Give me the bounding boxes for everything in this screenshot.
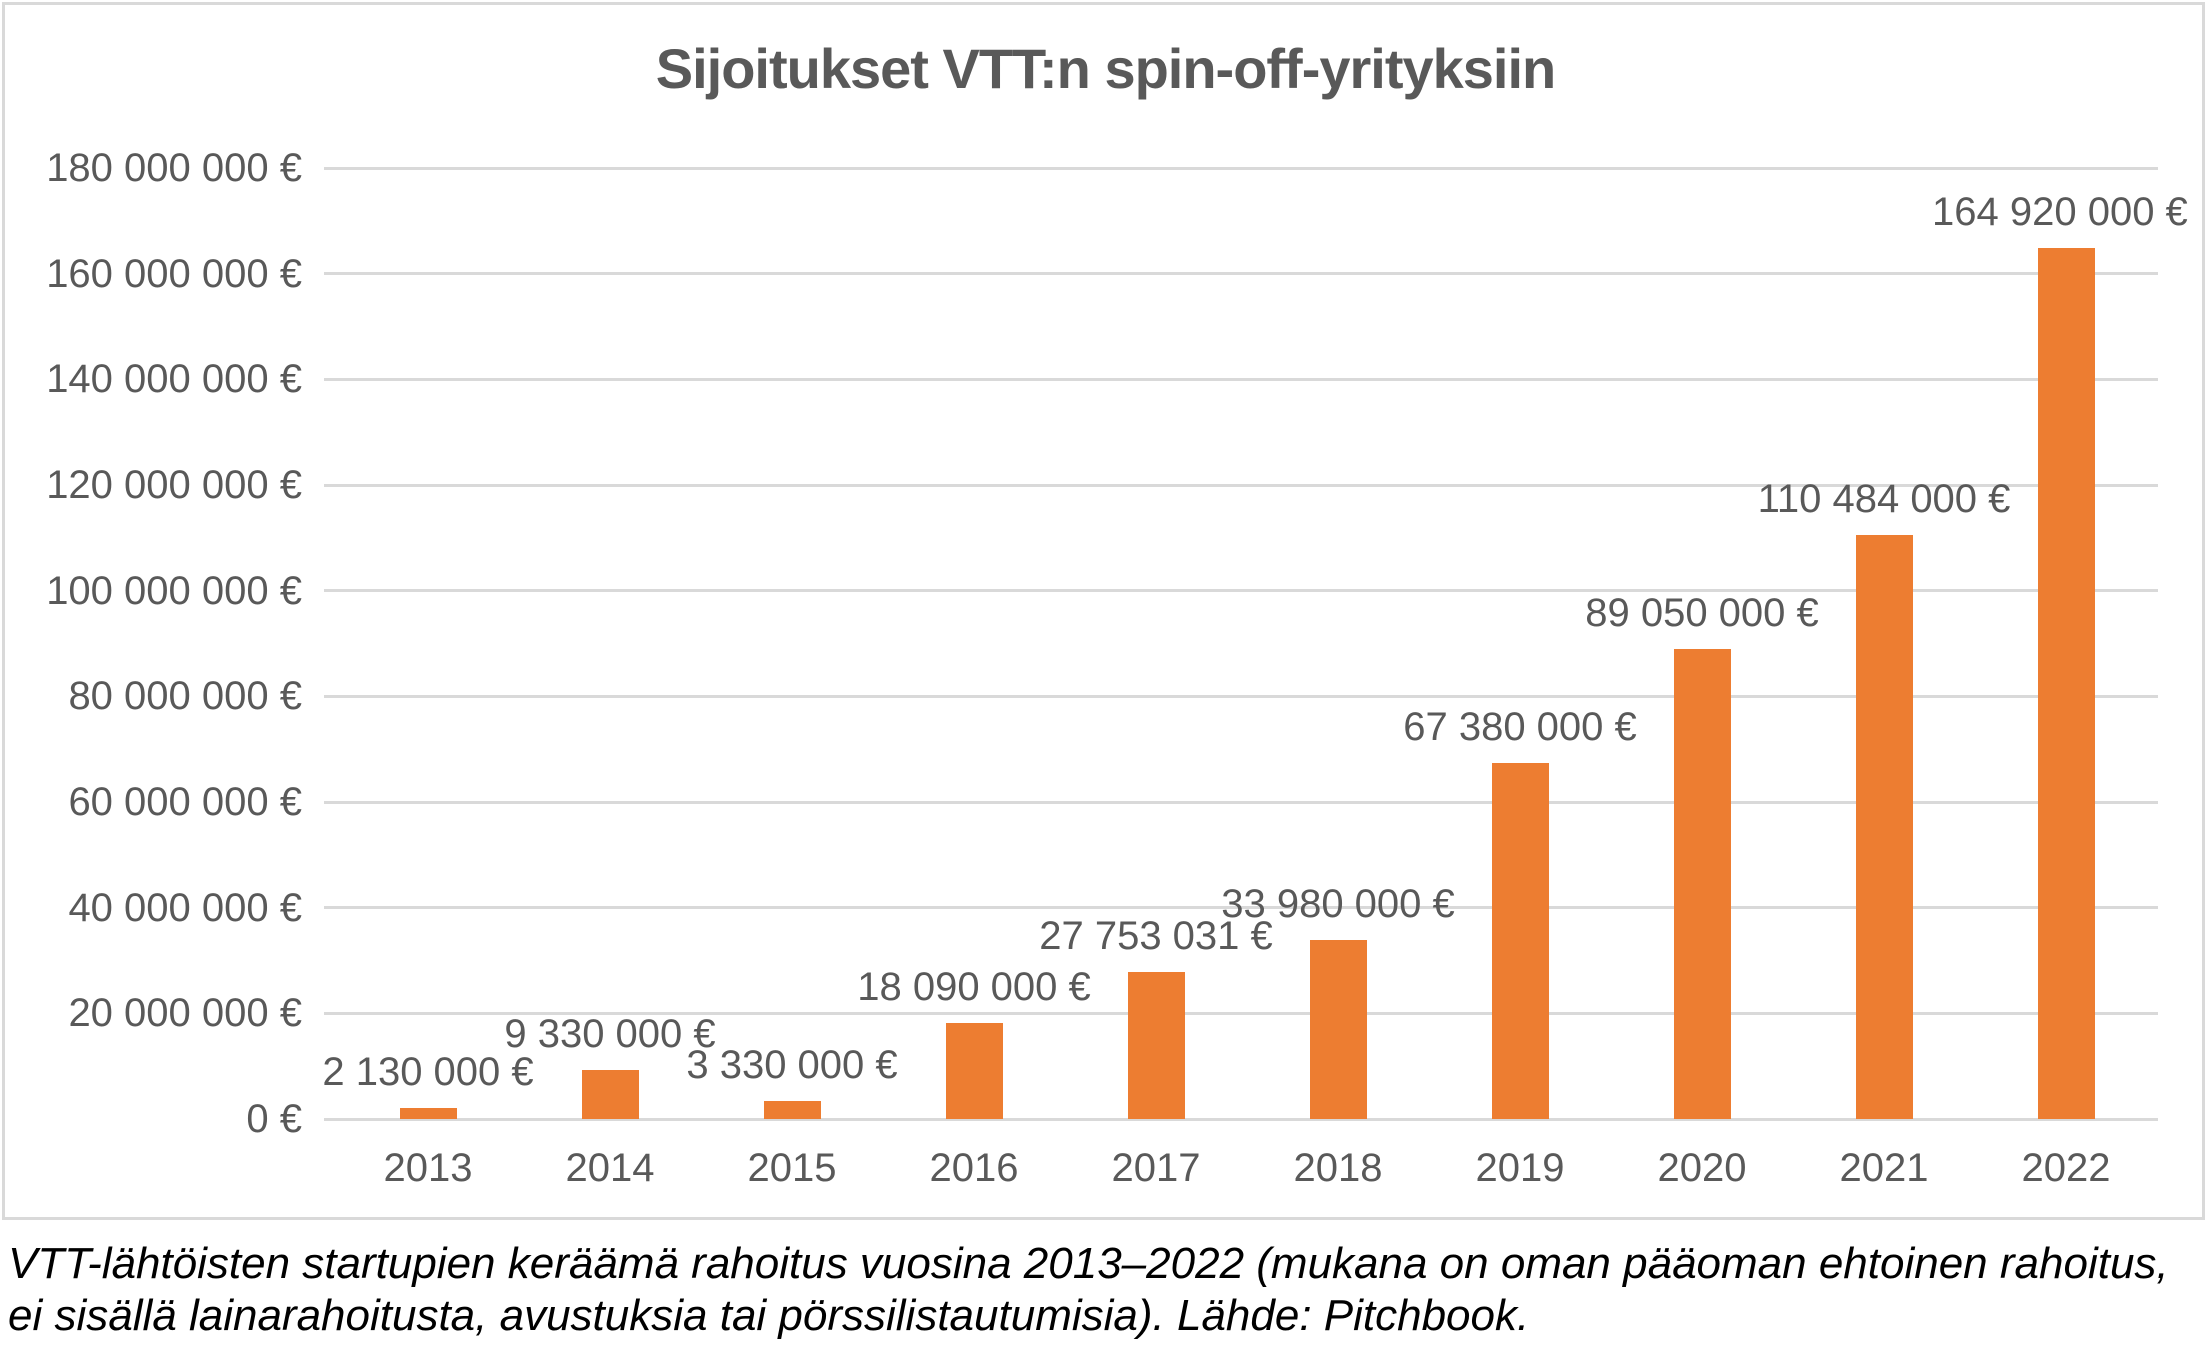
bar-2015 bbox=[763, 1101, 821, 1119]
bar-2022 bbox=[2037, 247, 2095, 1119]
y-axis-tick-label: 20 000 000 € bbox=[68, 991, 302, 1036]
y-axis-tick-label: 180 000 000 € bbox=[46, 146, 302, 190]
bar-value-label: 18 090 000 € bbox=[857, 965, 1091, 1010]
y-axis-tick-label: 100 000 000 € bbox=[46, 568, 302, 613]
gridline bbox=[324, 906, 2158, 910]
plot-area: 0 € 20 000 000 € 40 000 000 € 60 000 000 € 8… bbox=[46, 146, 2188, 1190]
chart-area-border bbox=[2, 2, 2205, 1220]
bar-value-label: 9 330 000 € bbox=[504, 1011, 716, 1056]
bar-value-label: 164 920 000 € bbox=[1932, 189, 2188, 234]
gridline bbox=[324, 589, 2158, 593]
bar-value-label: 67 380 000 € bbox=[1403, 705, 1637, 749]
gridline bbox=[324, 166, 2158, 170]
y-axis-tick-label: 80 000 000 € bbox=[68, 674, 302, 719]
bar-value-label: 27 753 031 € bbox=[1039, 914, 1273, 959]
bar-2014 bbox=[581, 1069, 639, 1119]
bar-value-label: 2 130 000 € bbox=[322, 1049, 534, 1094]
x-axis-tick-label: 2013 bbox=[383, 1146, 473, 1190]
gridline bbox=[324, 694, 2158, 698]
bar-2013 bbox=[399, 1107, 457, 1119]
x-axis-tick-label: 2014 bbox=[565, 1146, 655, 1190]
bar-value-label: 3 330 000 € bbox=[686, 1043, 898, 1088]
chart-caption: VTT-lähtöisten startupien keräämä rahoit… bbox=[8, 1239, 2169, 1340]
gridline bbox=[324, 272, 2158, 276]
bar-value-label: 89 050 000 € bbox=[1585, 590, 1819, 635]
bar-2017 bbox=[1127, 972, 1185, 1119]
bar-value-label: 110 484 000 € bbox=[1757, 477, 2011, 522]
y-axis-tick-label: 0 € bbox=[246, 1097, 302, 1141]
gridline bbox=[324, 1117, 2158, 1121]
y-axis-tick-label: 140 000 000 € bbox=[46, 357, 302, 402]
x-axis-tick-label: 2016 bbox=[929, 1146, 1019, 1190]
bar-value-label: 33 980 000 € bbox=[1221, 881, 1455, 926]
bar-2019 bbox=[1491, 763, 1549, 1119]
gridline bbox=[324, 800, 2158, 804]
bar-2020 bbox=[1673, 648, 1731, 1119]
bar-2018 bbox=[1309, 939, 1367, 1119]
bar-2021 bbox=[1855, 535, 1913, 1119]
y-axis-tick-label: 160 000 000 € bbox=[46, 251, 302, 296]
y-axis-tick-label: 60 000 000 € bbox=[68, 780, 302, 824]
y-axis-tick-label: 40 000 000 € bbox=[68, 885, 302, 930]
gridline bbox=[324, 483, 2158, 487]
x-axis-tick-label: 2018 bbox=[1293, 1146, 1383, 1190]
x-axis-tick-label: 2019 bbox=[1475, 1146, 1565, 1190]
x-axis-tick-label: 2015 bbox=[747, 1146, 837, 1190]
x-axis-tick-label: 2020 bbox=[1657, 1146, 1747, 1190]
chart-title: Sijoitukset VTT:n spin-off-yrityksiin bbox=[655, 37, 1557, 100]
y-axis-tick-label: 120 000 000 € bbox=[46, 463, 302, 507]
x-axis-tick-label: 2017 bbox=[1111, 1146, 1201, 1190]
gridline bbox=[324, 377, 2158, 381]
x-axis-tick-label: 2021 bbox=[1839, 1146, 1929, 1190]
x-axis-tick-label: 2022 bbox=[2021, 1146, 2111, 1190]
bar-2016 bbox=[945, 1023, 1003, 1119]
gridline bbox=[324, 1011, 2158, 1015]
